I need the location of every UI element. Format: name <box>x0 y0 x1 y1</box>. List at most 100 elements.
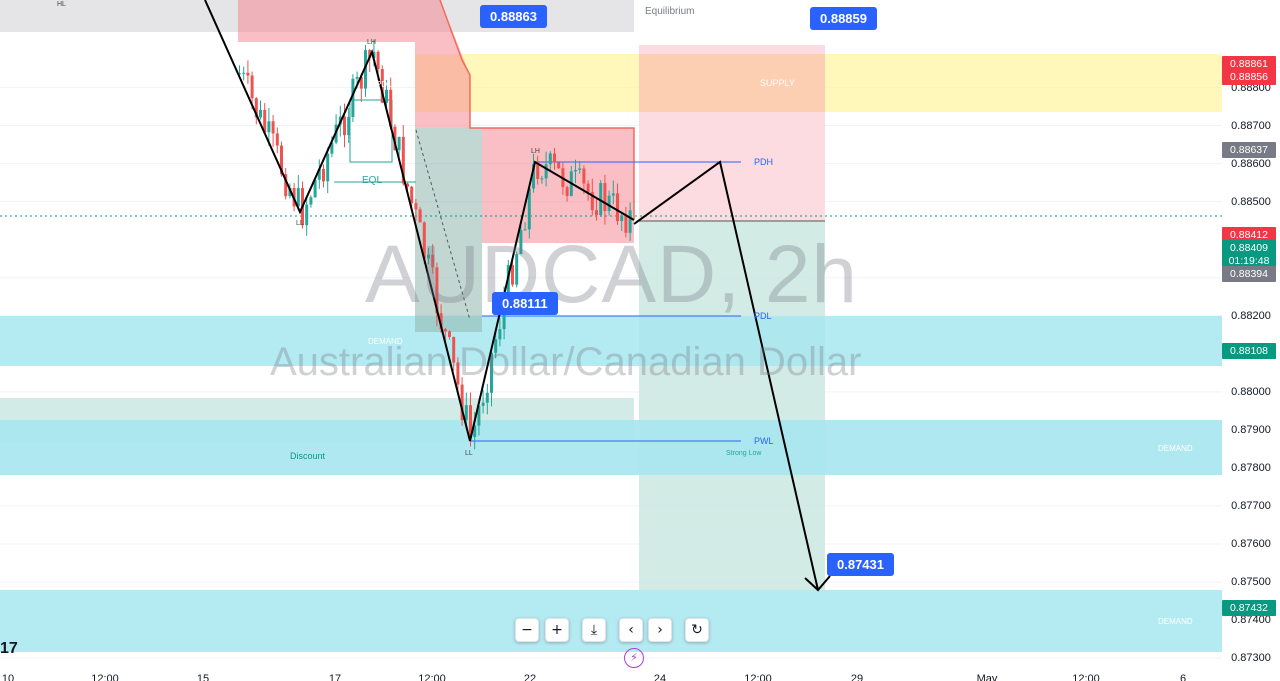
candle-body <box>603 183 607 212</box>
candles <box>238 39 632 450</box>
candle-body <box>250 75 254 99</box>
price-axis[interactable]: 0.888000.887000.886000.885000.883000.882… <box>1222 0 1280 681</box>
candle-body <box>548 153 552 165</box>
candle-body <box>267 121 271 133</box>
price-badge: 0.88861 <box>1222 56 1276 73</box>
candle-body <box>275 133 279 146</box>
reset-scale-button[interactable]: ⤓ <box>582 618 606 642</box>
candle-body <box>389 89 393 127</box>
price-tick-label: 0.87700 <box>1231 499 1271 512</box>
candle-body <box>284 174 288 197</box>
scroll-right-button[interactable]: › <box>648 618 672 642</box>
candle-body <box>414 203 418 210</box>
candle-body <box>624 215 628 233</box>
red-box <box>482 128 634 243</box>
candle-body <box>582 168 586 184</box>
label-pwl: PWL <box>754 436 774 446</box>
candle-body <box>464 405 468 420</box>
candle-body <box>410 186 414 204</box>
symbol-watermark: AUDCAD, 2h <box>365 229 859 320</box>
candle-body <box>259 109 262 118</box>
target-arrow <box>804 575 831 592</box>
callout-price-2[interactable]: 0.88859 <box>810 7 877 30</box>
price-badge: 0.88394 <box>1222 266 1276 283</box>
candle-body <box>481 402 485 406</box>
candle-body <box>473 425 477 437</box>
time-tick-label: 12:00 <box>1072 673 1100 681</box>
candle-body <box>544 164 548 179</box>
candle-body <box>364 50 367 89</box>
zoom-out-button[interactable]: − <box>515 618 539 642</box>
candle-body <box>317 168 321 180</box>
supply-overlap <box>639 54 825 112</box>
candle-body <box>586 183 590 192</box>
price-tick-label: 0.88200 <box>1231 309 1271 322</box>
candle-body <box>494 339 498 353</box>
candle-body <box>540 178 544 180</box>
candle-body <box>628 210 632 233</box>
reset-chart-button[interactable]: ↻ <box>685 618 709 642</box>
candle-body <box>452 336 456 363</box>
candle-body <box>271 121 275 134</box>
candle-body <box>439 313 443 330</box>
candle-body <box>330 142 334 154</box>
swing-label-hl: HL <box>57 1 66 8</box>
chart-area[interactable]: AUDCAD, 2h Australian Dollar/Canadian Do… <box>0 0 1222 681</box>
time-tick-label: 29 <box>850 673 864 681</box>
candle-body <box>599 183 603 215</box>
label-demand-bottom: DEMAND <box>1158 617 1193 626</box>
label-demand-left: DEMAND <box>368 337 403 346</box>
scroll-left-button[interactable]: ‹ <box>619 618 643 642</box>
swing-label-lh: LH <box>367 39 376 46</box>
candle-body <box>280 145 283 175</box>
candle-body <box>448 331 451 337</box>
label-pdl-faint: PDL <box>376 80 392 89</box>
candle-body <box>536 164 540 180</box>
candle-body <box>322 168 325 182</box>
price-tick-label: 0.87300 <box>1231 652 1271 665</box>
label-equilibrium: Equilibrium <box>645 6 695 17</box>
candle-body <box>611 193 615 196</box>
fib-dash <box>415 129 471 321</box>
candle-body <box>515 254 519 285</box>
price-tick-label: 0.88500 <box>1231 195 1271 208</box>
time-tick-label: 6 <box>1179 673 1187 681</box>
price-tick-label: 0.88000 <box>1231 385 1271 398</box>
candle-body <box>351 78 355 118</box>
candle-body <box>263 109 267 133</box>
callout-price-4[interactable]: 0.87431 <box>827 553 894 576</box>
label-eql: EQL <box>362 175 383 186</box>
candle-body <box>347 117 351 136</box>
time-tick-label: May <box>976 673 998 681</box>
candle-body <box>578 168 582 170</box>
price-tick-label: 0.87400 <box>1231 614 1271 627</box>
candle-body <box>553 153 556 163</box>
candle-body <box>418 209 422 223</box>
candle-body <box>242 72 246 74</box>
label-supply: SUPPLY <box>760 78 795 88</box>
time-tick-label: 12:00 <box>418 673 446 681</box>
time-tick-label: 24 <box>653 673 667 681</box>
swing-label-ll: LL <box>296 220 304 227</box>
time-tick-label: 10 <box>1 673 15 681</box>
target-zone <box>639 221 825 590</box>
candle-body <box>574 169 577 172</box>
candle-body <box>397 136 401 151</box>
price-tick-label: 0.88700 <box>1231 119 1271 132</box>
lightning-icon[interactable]: ⚡ <box>624 648 644 668</box>
candle-body <box>376 51 380 70</box>
candle-body <box>523 229 527 231</box>
candle-body <box>355 77 359 79</box>
callout-price-1[interactable]: 0.88863 <box>480 5 547 28</box>
premium-edge <box>439 0 635 220</box>
callout-price-3[interactable]: 0.88111 <box>492 292 558 315</box>
candle-body <box>238 73 241 75</box>
candle-body <box>368 50 372 59</box>
label-strong-low: Strong Low <box>726 450 762 457</box>
premium-area <box>238 0 470 128</box>
zoom-in-button[interactable]: + <box>545 618 569 642</box>
candle-body <box>288 187 292 197</box>
price-badge: 0.88856 <box>1222 69 1276 86</box>
candle-body <box>456 362 460 385</box>
symbol-name-watermark: Australian Dollar/Canadian Dollar <box>270 340 862 384</box>
